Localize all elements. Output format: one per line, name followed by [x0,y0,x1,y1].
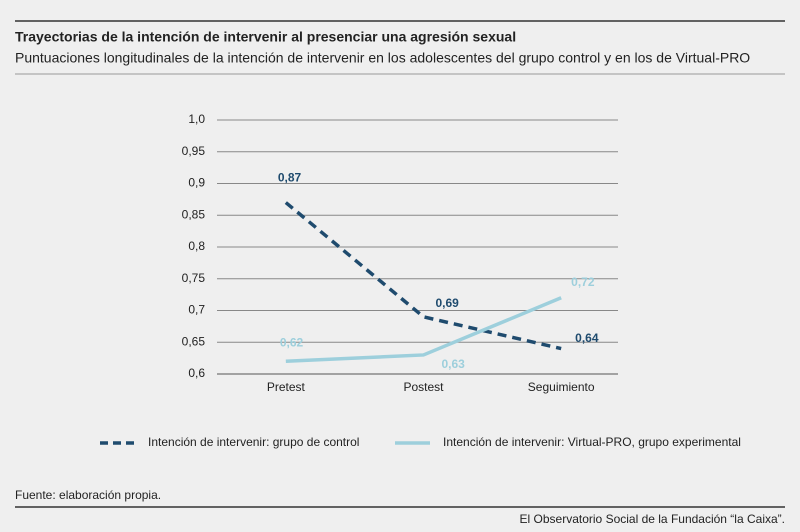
y-tick-label: 0,7 [188,303,205,317]
y-tick-label: 0,95 [182,144,206,158]
x-tick-label: Postest [403,380,444,394]
legend-label: Intención de intervenir: Virtual-PRO, gr… [443,435,741,449]
data-label: 0,62 [280,335,304,349]
y-tick-label: 0,8 [188,239,205,253]
data-label: 0,63 [442,357,466,371]
series-line [284,201,562,351]
y-tick-label: 0,9 [188,176,205,190]
y-tick-label: 0,6 [188,366,205,380]
footer: El Observatorio Social de la Fundación “… [520,512,785,526]
chart-subtitle: Puntuaciones longitudinales de la intenc… [15,50,750,66]
x-tick-label: Seguimiento [528,380,595,394]
data-label: 0,72 [571,275,595,289]
data-label: 0,64 [575,331,599,345]
legend-label: Intención de intervenir: grupo de contro… [148,435,359,449]
data-label: 0,69 [436,296,460,310]
y-tick-label: 0,65 [182,334,206,348]
y-tick-label: 0,85 [182,207,206,221]
y-tick-label: 1,0 [188,112,205,126]
x-tick-label: Pretest [267,380,306,394]
source: Fuente: elaboración propia. [15,488,161,502]
chart-title: Trayectorias de la intención de interven… [15,29,516,45]
data-label: 0,87 [278,171,302,185]
y-tick-label: 0,75 [182,271,206,285]
series-line [285,296,562,364]
